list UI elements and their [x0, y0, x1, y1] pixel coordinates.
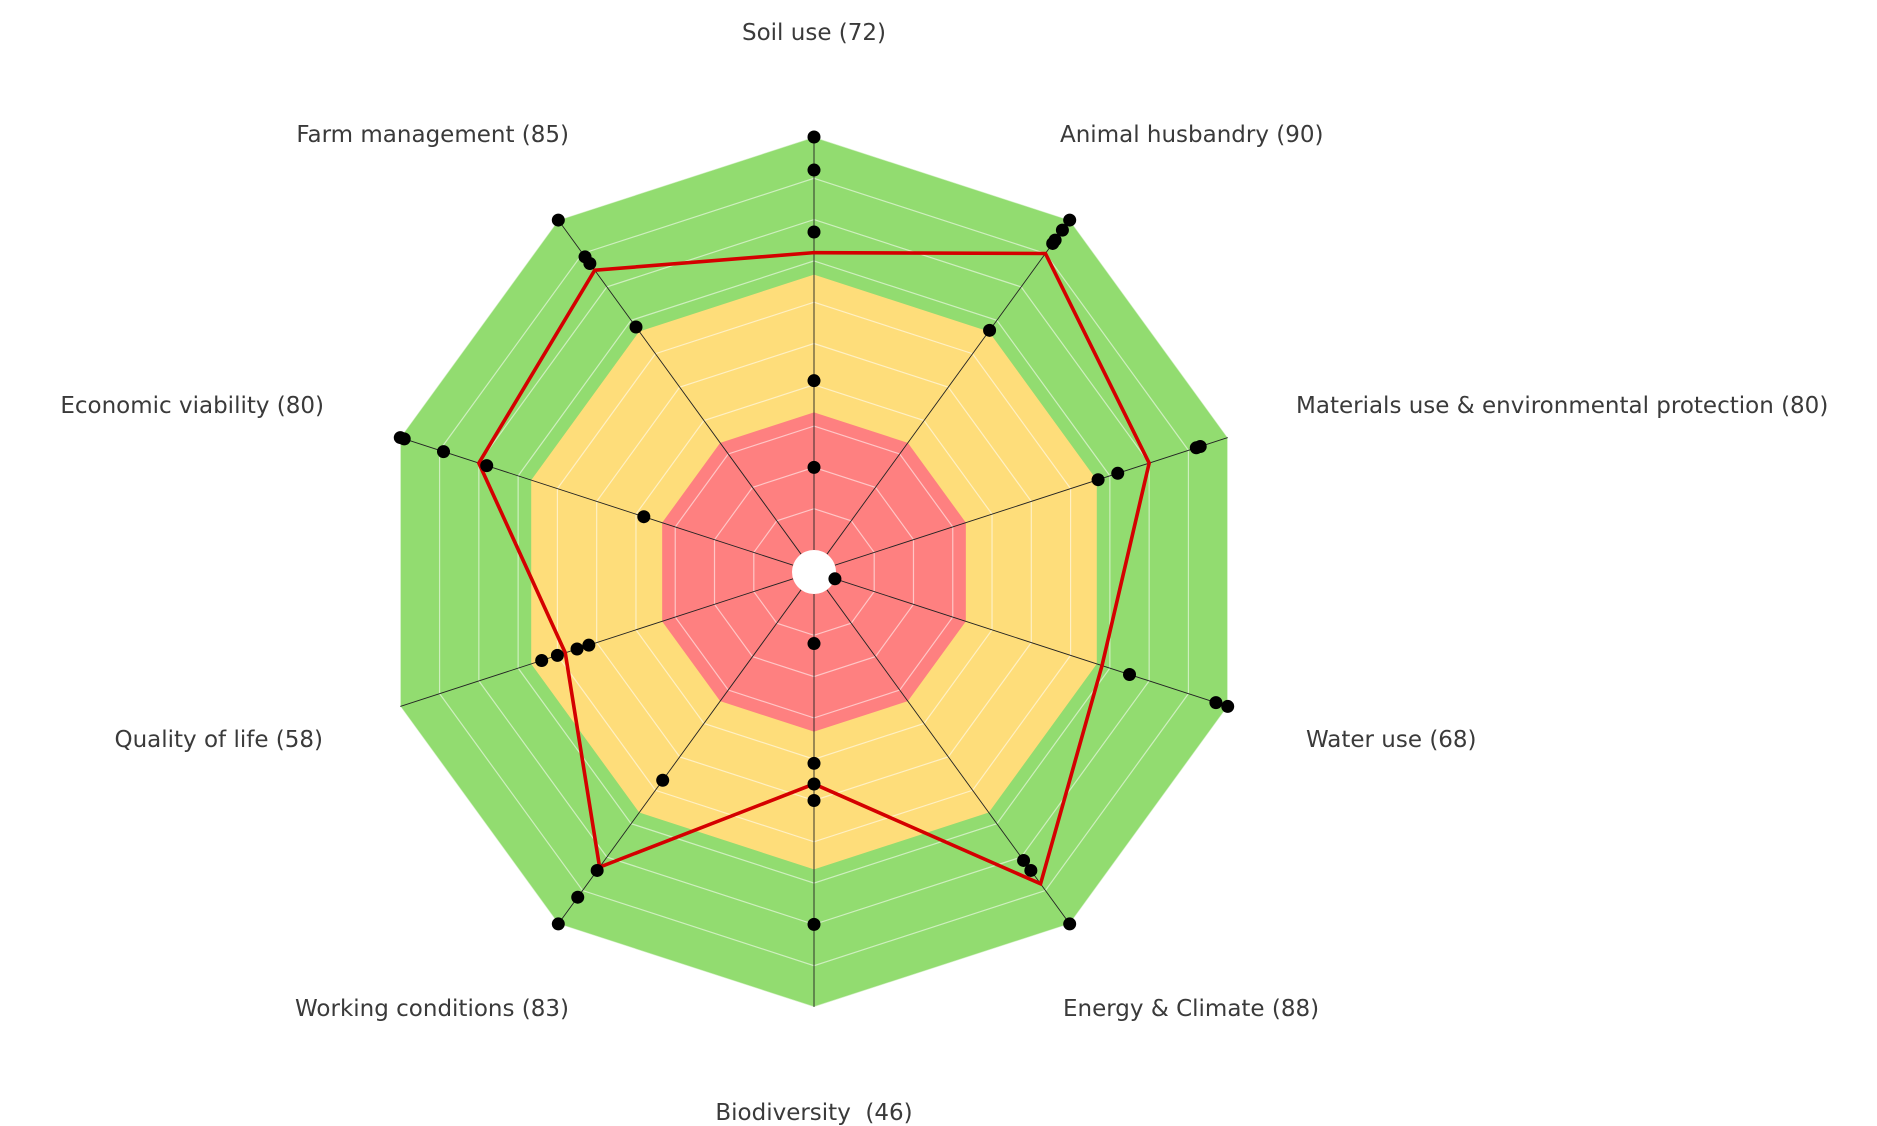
data-point: [807, 637, 821, 651]
data-point: [1209, 696, 1223, 710]
data-point: [570, 642, 584, 656]
data-point: [807, 130, 821, 144]
axis-label-quality-of-life: Quality of life (58): [114, 727, 323, 753]
data-point: [807, 794, 821, 807]
data-point: [550, 648, 564, 662]
axis-line: [400, 437, 794, 566]
data-point: [1063, 917, 1077, 931]
data-point: [807, 917, 821, 931]
data-point: [656, 773, 670, 787]
data-point: [629, 320, 643, 334]
axis-label-biodiversity: Biodiversity (46): [715, 1100, 913, 1126]
axis-line: [557, 219, 802, 555]
data-point: [828, 572, 842, 586]
axis-line: [834, 437, 1228, 566]
data-point: [807, 374, 821, 388]
data-point: [571, 890, 585, 904]
data-point: [397, 432, 411, 446]
data-point: [807, 756, 821, 770]
axis-label-water-use: Water use (68): [1306, 727, 1477, 753]
axis-label-economic-viability: Economic viability (80): [60, 393, 324, 419]
data-point: [1046, 236, 1060, 250]
data-point: [637, 510, 651, 524]
data-point: [480, 459, 494, 473]
axis-line: [400, 578, 794, 707]
data-point: [590, 863, 604, 877]
axis-label-working-conditions: Working conditions (83): [295, 996, 569, 1022]
axis-line: [826, 219, 1071, 555]
data-point: [1017, 853, 1031, 867]
axis-label-animal-husbandry: Animal husbandry (90): [1060, 122, 1324, 148]
data-point: [1091, 473, 1105, 487]
data-point: [1024, 863, 1038, 877]
center-hole: [792, 550, 836, 594]
data-point: [983, 323, 997, 337]
axis-label-farm-management: Farm management (85): [296, 122, 569, 148]
data-point: [582, 638, 596, 652]
data-point: [535, 653, 549, 667]
axis-label-soil-use: Soil use (72): [742, 20, 886, 46]
axis-line: [834, 578, 1228, 707]
data-point: [1189, 441, 1203, 455]
data-point: [436, 445, 450, 459]
data-point: [1221, 699, 1235, 713]
data-point: [551, 917, 565, 931]
data-point: [1111, 466, 1125, 480]
data-point: [807, 777, 821, 791]
data-point: [807, 163, 821, 177]
axis-label-energy-climate: Energy & Climate (88): [1063, 996, 1320, 1022]
data-point: [807, 225, 821, 239]
axis-label-materials-use: Materials use & environmental protection…: [1296, 393, 1829, 419]
data-point: [1055, 223, 1069, 237]
data-point: [1123, 668, 1137, 682]
data-point: [1063, 213, 1077, 227]
data-point: [551, 213, 565, 227]
data-point: [807, 460, 821, 474]
data-point: [583, 257, 597, 271]
